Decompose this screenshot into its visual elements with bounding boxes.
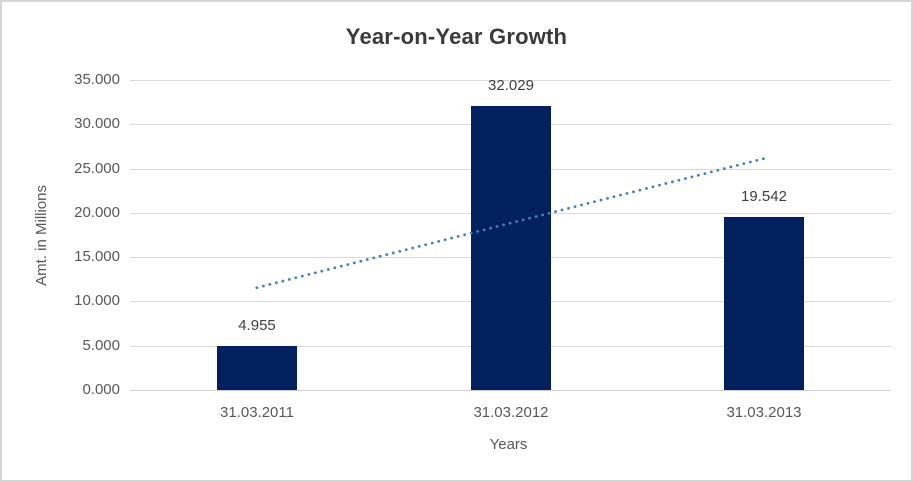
bar-31.03.2013[interactable] [724, 217, 804, 390]
y-tick-label: 35.000 [74, 71, 120, 88]
x-tick-label: 31.03.2011 [220, 404, 294, 421]
y-tick-label: 25.000 [74, 160, 120, 177]
y-axis-title-text: Amt. in Millions [32, 184, 50, 286]
y-tick-label: 5.000 [82, 337, 120, 354]
x-tick-label: 31.03.2012 [473, 404, 549, 421]
y-tick-label: 10.000 [74, 292, 120, 309]
x-axis-line [130, 390, 891, 391]
y-tick-label: 20.000 [74, 204, 120, 221]
bar-31.03.2012[interactable] [471, 106, 551, 390]
gridline [130, 80, 891, 81]
bar-value-label: 4.955 [238, 317, 276, 334]
y-tick-label: 0.000 [82, 381, 120, 398]
bar-value-label: 19.542 [741, 188, 787, 205]
bar-value-label: 32.029 [488, 77, 534, 94]
y-tick-label: 15.000 [74, 248, 120, 265]
x-tick-label: 31.03.2013 [726, 404, 802, 421]
chart-title: Year-on-Year Growth [345, 24, 568, 49]
bar-31.03.2011[interactable] [217, 346, 297, 390]
x-axis-title: Years [489, 436, 528, 453]
y-tick-label: 30.000 [74, 115, 120, 132]
